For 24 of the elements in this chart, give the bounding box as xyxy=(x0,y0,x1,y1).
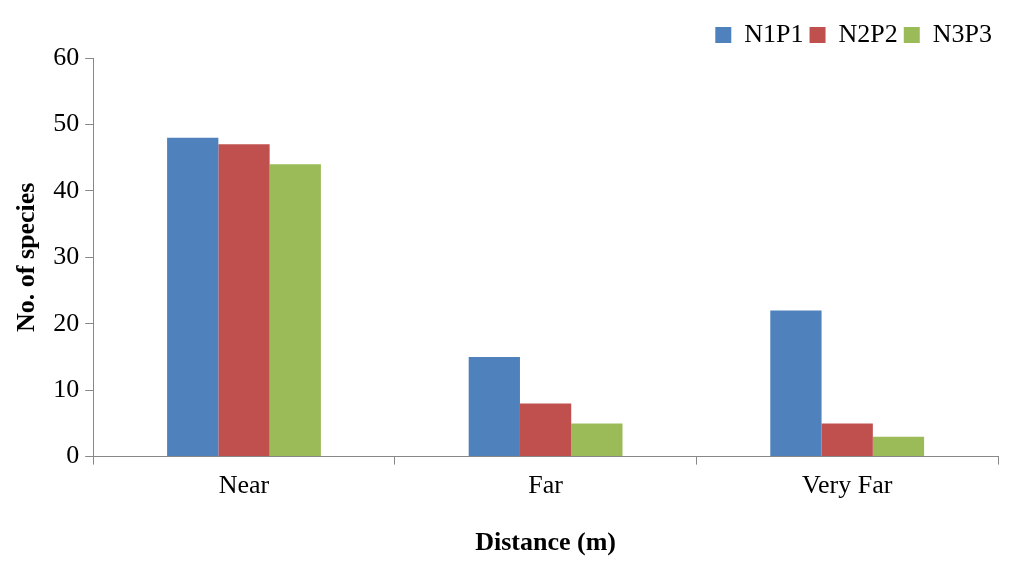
bar xyxy=(519,403,572,457)
y-tick-label: 10 xyxy=(53,373,80,403)
legend-label: N3P3 xyxy=(932,18,993,48)
bar xyxy=(770,310,822,457)
bar xyxy=(468,356,520,457)
bar xyxy=(571,423,623,457)
y-tick-label: 50 xyxy=(53,108,80,138)
y-tick-label: 20 xyxy=(53,307,80,337)
x-tick-label: Very Far xyxy=(802,470,893,500)
y-tick-label: 0 xyxy=(66,440,80,470)
bar xyxy=(167,137,219,457)
x-axis-title: Distance (m) xyxy=(475,527,616,557)
bar xyxy=(872,436,925,457)
bar xyxy=(821,423,873,457)
x-tick-label: Far xyxy=(528,470,564,500)
legend-label: N1P1 xyxy=(744,18,804,48)
legend-label: N2P2 xyxy=(838,18,898,48)
bar xyxy=(269,164,321,457)
y-tick-label: 40 xyxy=(53,174,80,204)
y-tick-label: 30 xyxy=(53,241,80,271)
y-tick-label: 60 xyxy=(53,41,80,71)
bar xyxy=(218,144,270,457)
x-tick-label: Near xyxy=(218,470,270,500)
y-axis-title: No. of species xyxy=(11,182,41,333)
